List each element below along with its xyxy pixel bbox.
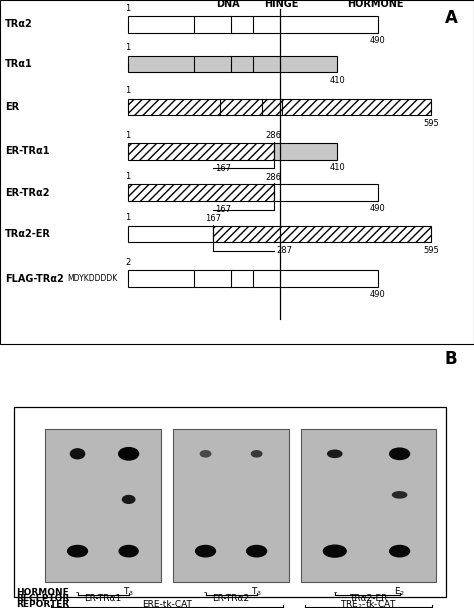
Text: TRE$_2$-tk-CAT: TRE$_2$-tk-CAT [340,599,397,608]
Text: HINGE: HINGE [264,0,299,9]
Ellipse shape [71,449,85,459]
Bar [274,143,337,160]
Text: 1: 1 [125,131,131,140]
Text: 595: 595 [423,119,439,128]
Text: 410: 410 [329,75,345,85]
Ellipse shape [201,451,211,457]
Bar [14,407,446,598]
Bar [128,143,274,160]
Text: 2: 2 [125,258,131,267]
Bar [128,271,378,287]
Bar [128,56,337,72]
Text: MDYKDDDDK: MDYKDDDDK [67,274,118,283]
Ellipse shape [119,545,138,557]
Text: REPORTER: REPORTER [17,600,70,608]
Text: ER-TRα2: ER-TRα2 [5,188,49,198]
Text: -: - [204,587,207,596]
Text: 490: 490 [370,204,386,213]
Text: A: A [445,9,457,27]
Ellipse shape [323,545,346,557]
Ellipse shape [122,496,135,503]
Text: ERE-tk-CAT: ERE-tk-CAT [142,600,192,608]
Text: -: - [76,587,79,596]
Text: 595: 595 [423,246,439,255]
Text: 410: 410 [329,163,345,172]
Text: E$_2$: E$_2$ [394,586,405,598]
Bar [128,226,213,242]
Text: -: - [333,587,337,596]
Text: RECEPTOR: RECEPTOR [17,594,70,603]
Bar [301,429,436,581]
Bar [213,226,431,242]
Text: ER: ER [5,102,19,112]
Bar [274,184,378,201]
Text: 167: 167 [216,205,231,214]
Text: DNA: DNA [217,0,240,9]
Text: ER-TRα1: ER-TRα1 [84,594,122,603]
Text: TRα2-ER: TRα2-ER [349,594,388,603]
Bar [45,429,161,581]
Ellipse shape [392,492,407,498]
Text: 286: 286 [266,131,282,140]
Ellipse shape [246,545,266,557]
Text: 1: 1 [125,213,131,223]
Text: 167: 167 [205,214,221,223]
Text: TRα2: TRα2 [5,19,33,29]
Text: 287: 287 [277,246,292,255]
Ellipse shape [390,545,410,557]
Text: HORMONE: HORMONE [17,587,69,596]
Ellipse shape [118,447,138,460]
Text: 1: 1 [125,172,131,181]
Text: B: B [445,350,457,368]
Text: T$_3$: T$_3$ [251,586,262,598]
Text: 1: 1 [125,86,131,95]
Text: ER-TRα1: ER-TRα1 [5,147,49,156]
Text: 490: 490 [370,290,386,299]
Text: 490: 490 [370,36,386,45]
Ellipse shape [196,545,216,557]
Text: HORMONE: HORMONE [347,0,404,9]
Text: TRα2-ER: TRα2-ER [5,229,51,239]
Text: 286: 286 [266,173,282,182]
Ellipse shape [68,545,88,557]
Text: FLAG-TRα2: FLAG-TRα2 [5,274,64,283]
Text: 1: 1 [125,43,131,52]
Text: 1: 1 [125,4,131,13]
Ellipse shape [390,448,410,460]
Text: ER-TRα2: ER-TRα2 [212,594,250,603]
Ellipse shape [328,450,342,457]
Text: T$_3$: T$_3$ [123,586,134,598]
Bar [173,429,289,581]
Bar [128,98,431,115]
Bar [128,184,274,201]
Text: TRα1: TRα1 [5,59,33,69]
Text: 167: 167 [216,164,231,173]
Bar [128,16,378,33]
Ellipse shape [251,451,262,457]
